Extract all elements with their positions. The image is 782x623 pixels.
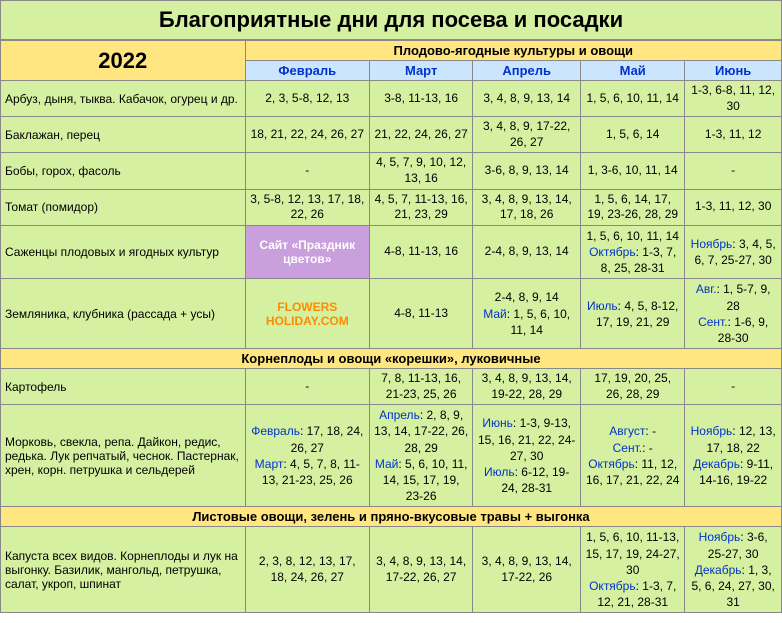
data-cell: 3, 4, 8, 9, 13, 14, 17, 18, 26 bbox=[473, 189, 581, 225]
data-cell: 1, 5, 6, 10, 11, 14Октябрь: 1-3, 7, 8, 2… bbox=[581, 225, 685, 279]
data-cell: 1-3, 6-8, 11, 12, 30 bbox=[685, 81, 782, 117]
data-cell: Авг.: 1, 5-7, 9, 28Сент.: 1-6, 9, 28-30 bbox=[685, 279, 782, 349]
data-cell: 3, 5-8, 12, 13, 17, 18, 22, 26 bbox=[245, 189, 369, 225]
table-row: Бобы, горох, фасоль - 4, 5, 7, 9, 10, 12… bbox=[1, 153, 782, 189]
data-cell: 4-8, 11-13 bbox=[370, 279, 473, 349]
data-cell: 3-6, 8, 9, 13, 14 bbox=[473, 153, 581, 189]
page-title: Благоприятные дни для посева и посадки bbox=[0, 0, 782, 40]
crop-name: Томат (помидор) bbox=[1, 189, 246, 225]
data-cell: 1, 5, 6, 10, 11-13, 15, 17, 19, 24-27, 3… bbox=[581, 527, 685, 613]
data-cell: 3, 4, 8, 9, 13, 14, 17-22, 26, 27 bbox=[370, 527, 473, 613]
month-apr: Апрель bbox=[473, 61, 581, 81]
data-cell: 21, 22, 24, 26, 27 bbox=[370, 117, 473, 153]
table-row: Томат (помидор) 3, 5-8, 12, 13, 17, 18, … bbox=[1, 189, 782, 225]
crop-name: Земляника, клубника (рассада + усы) bbox=[1, 279, 246, 349]
data-cell: 4, 5, 7, 11-13, 16, 21, 23, 29 bbox=[370, 189, 473, 225]
data-cell: - bbox=[245, 153, 369, 189]
crop-name: Бобы, горох, фасоль bbox=[1, 153, 246, 189]
data-cell: 4, 5, 7, 9, 10, 12, 13, 16 bbox=[370, 153, 473, 189]
crop-name: Баклажан, перец bbox=[1, 117, 246, 153]
table-row: Морковь, свекла, репа. Дайкон, редис, ре… bbox=[1, 405, 782, 507]
data-cell: 1, 5, 6, 10, 11, 14 bbox=[581, 81, 685, 117]
data-cell: Февраль: 17, 18, 24, 26, 27Март: 4, 5, 7… bbox=[245, 405, 369, 507]
table-row: Картофель - 7, 8, 11-13, 16, 21-23, 25, … bbox=[1, 369, 782, 405]
table-row: Земляника, клубника (рассада + усы) FLOW… bbox=[1, 279, 782, 349]
section2-header: Корнеплоды и овощи «корешки», луковичные bbox=[1, 349, 782, 369]
promo-cell-2: FLOWERS HOLIDAY.COM bbox=[245, 279, 369, 349]
data-cell: 17, 19, 20, 25, 26, 28, 29 bbox=[581, 369, 685, 405]
data-cell: 2, 3, 8, 12, 13, 17, 18, 24, 26, 27 bbox=[245, 527, 369, 613]
table-row: Саженцы плодовых и ягодных культур Сайт … bbox=[1, 225, 782, 279]
data-cell: 1-3, 11, 12, 30 bbox=[685, 189, 782, 225]
data-cell: Ноябрь: 3, 4, 5, 6, 7, 25-27, 30 bbox=[685, 225, 782, 279]
crop-name: Картофель bbox=[1, 369, 246, 405]
data-cell: 18, 21, 22, 24, 26, 27 bbox=[245, 117, 369, 153]
data-cell: 3, 4, 8, 9, 13, 14 bbox=[473, 81, 581, 117]
year-cell: 2022 bbox=[1, 41, 246, 81]
data-cell: - bbox=[685, 369, 782, 405]
month-may: Май bbox=[581, 61, 685, 81]
data-cell: 3, 4, 8, 9, 17-22, 26, 27 bbox=[473, 117, 581, 153]
data-cell: Апрель: 2, 8, 9, 13, 14, 17-22, 26, 28, … bbox=[370, 405, 473, 507]
crop-name: Саженцы плодовых и ягодных культур bbox=[1, 225, 246, 279]
data-cell: 2-4, 8, 9, 13, 14 bbox=[473, 225, 581, 279]
data-cell: Ноябрь: 3-6, 25-27, 30Декабрь: 1, 3, 5, … bbox=[685, 527, 782, 613]
table-row: Арбуз, дыня, тыква. Кабачок, огурец и др… bbox=[1, 81, 782, 117]
promo-cell-1: Сайт «Праздник цветов» bbox=[245, 225, 369, 279]
data-cell: 1, 3-6, 10, 11, 14 bbox=[581, 153, 685, 189]
data-cell: Август: -Сент.: -Октябрь: 11, 12, 16, 17… bbox=[581, 405, 685, 507]
data-cell: 2-4, 8, 9, 14Май: 1, 5, 6, 10, 11, 14 bbox=[473, 279, 581, 349]
section1-header: Плодово-ягодные культуры и овощи bbox=[245, 41, 781, 61]
data-cell: Ноябрь: 12, 13, 17, 18, 22Декабрь: 9-11,… bbox=[685, 405, 782, 507]
data-cell: 1-3, 11, 12 bbox=[685, 117, 782, 153]
data-cell: 4-8, 11-13, 16 bbox=[370, 225, 473, 279]
section3-header: Листовые овощи, зелень и пряно-вкусовые … bbox=[1, 507, 782, 527]
month-feb: Февраль bbox=[245, 61, 369, 81]
planting-table: 2022 Плодово-ягодные культуры и овощи Фе… bbox=[0, 40, 782, 613]
data-cell: 1, 5, 6, 14, 17, 19, 23-26, 28, 29 bbox=[581, 189, 685, 225]
data-cell: 1, 5, 6, 14 bbox=[581, 117, 685, 153]
data-cell: - bbox=[245, 369, 369, 405]
data-cell: 3, 4, 8, 9, 13, 14, 17-22, 26 bbox=[473, 527, 581, 613]
data-cell: 3-8, 11-13, 16 bbox=[370, 81, 473, 117]
crop-name: Морковь, свекла, репа. Дайкон, редис, ре… bbox=[1, 405, 246, 507]
table-row: Капуста всех видов. Корнеплоды и лук на … bbox=[1, 527, 782, 613]
data-cell: 2, 3, 5-8, 12, 13 bbox=[245, 81, 369, 117]
month-mar: Март bbox=[370, 61, 473, 81]
data-cell: Июнь: 1-3, 9-13, 15, 16, 21, 22, 24-27, … bbox=[473, 405, 581, 507]
data-cell: 3, 4, 8, 9, 13, 14, 19-22, 28, 29 bbox=[473, 369, 581, 405]
data-cell: - bbox=[685, 153, 782, 189]
table-row: Баклажан, перец 18, 21, 22, 24, 26, 27 2… bbox=[1, 117, 782, 153]
data-cell: 7, 8, 11-13, 16, 21-23, 25, 26 bbox=[370, 369, 473, 405]
data-cell: Июль: 4, 5, 8-12, 17, 19, 21, 29 bbox=[581, 279, 685, 349]
crop-name: Капуста всех видов. Корнеплоды и лук на … bbox=[1, 527, 246, 613]
month-jun: Июнь bbox=[685, 61, 782, 81]
crop-name: Арбуз, дыня, тыква. Кабачок, огурец и др… bbox=[1, 81, 246, 117]
